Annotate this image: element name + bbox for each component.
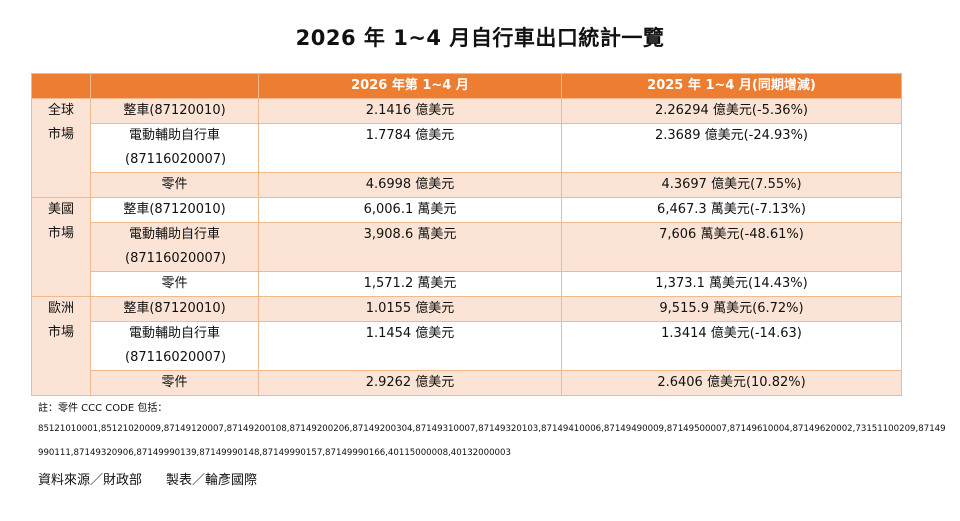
value-2026: 1.7784 億美元: [258, 123, 562, 173]
value-2025: 2.3689 億美元(-24.93%): [561, 123, 902, 173]
value-2025: 7,606 萬美元(-48.61%): [561, 222, 902, 272]
value-2026: 2.1416 億美元: [258, 98, 562, 124]
table-header-row: 2026 年第 1~4 月 2025 年 1~4 月(同期增減): [31, 73, 902, 99]
value-2026: 1.1454 億美元: [258, 321, 562, 371]
header-2026: 2026 年第 1~4 月: [258, 73, 562, 99]
table-row: 歐洲 市場 整車(87120010) 1.0155 億美元 9,515.9 萬美…: [31, 296, 902, 396]
parts-code-list-line2: 990111,87149320906,87149990139,871499901…: [38, 448, 511, 458]
item-ebike: 電動輔助自行車 (87116020007): [90, 321, 259, 371]
value-2025: 9,515.9 萬美元(6.72%): [561, 296, 902, 322]
item-complete-bike: 整車(87120010): [90, 98, 259, 124]
parts-code-list-line1: 85121010001,85121020009,87149120007,8714…: [38, 424, 946, 434]
item-complete-bike: 整車(87120010): [90, 296, 259, 322]
table-maker: 製表／輪彥國際: [166, 473, 258, 488]
item-ebike: 電動輔助自行車 (87116020007): [90, 222, 259, 272]
export-stats-table: 2026 年第 1~4 月 2025 年 1~4 月(同期增減) 全球 市場 整…: [31, 73, 902, 396]
data-source: 資料來源／財政部: [38, 473, 143, 488]
table-row: 零件 4.6998 億美元 4.3697 億美元(7.55%): [32, 172, 902, 198]
page-title: 2026 年 1~4 月自行車出口統計一覽: [295, 26, 665, 50]
value-2025: 2.6406 億美元(10.82%): [561, 370, 902, 396]
region-global: 全球 市場: [31, 98, 91, 198]
region-europe: 歐洲 市場: [31, 296, 91, 396]
table-row: 電動輔助自行車 (87116020007) 1.1454 億美元 1.3414 …: [32, 321, 902, 371]
item-complete-bike: 整車(87120010): [90, 197, 259, 223]
value-2025: 1,373.1 萬美元(14.43%): [561, 271, 902, 297]
table-row: 電動輔助自行車 (87116020007) 3,908.6 萬美元 7,606 …: [32, 222, 902, 272]
item-parts: 零件: [90, 370, 259, 396]
table-row: 美國 市場 整車(87120010) 6,006.1 萬美元 6,467.3 萬…: [31, 197, 902, 297]
value-2026: 6,006.1 萬美元: [258, 197, 562, 223]
value-2025: 4.3697 億美元(7.55%): [561, 172, 902, 198]
value-2026: 1,571.2 萬美元: [258, 271, 562, 297]
table-row: 電動輔助自行車 (87116020007) 1.7784 億美元 2.3689 …: [32, 123, 902, 173]
header-blank-2: [90, 73, 259, 99]
table-row: 全球 市場 整車(87120010) 2.1416 億美元 2.26294 億美…: [31, 98, 902, 198]
value-2026: 3,908.6 萬美元: [258, 222, 562, 272]
region-us: 美國 市場: [31, 197, 91, 297]
source-credit: 資料來源／財政部 製表／輪彥國際: [38, 469, 257, 488]
table-row: 零件 2.9262 億美元 2.6406 億美元(10.82%): [32, 370, 902, 396]
value-2026: 1.0155 億美元: [258, 296, 562, 322]
value-2025: 6,467.3 萬美元(-7.13%): [561, 197, 902, 223]
header-2025: 2025 年 1~4 月(同期增減): [561, 73, 902, 99]
parts-code-note-title: 註：零件 CCC CODE 包括：: [38, 403, 168, 414]
value-2025: 2.26294 億美元(-5.36%): [561, 98, 902, 124]
item-ebike: 電動輔助自行車 (87116020007): [90, 123, 259, 173]
header-blank-1: [31, 73, 91, 99]
value-2025: 1.3414 億美元(-14.63): [561, 321, 902, 371]
value-2026: 2.9262 億美元: [258, 370, 562, 396]
item-parts: 零件: [90, 172, 259, 198]
value-2026: 4.6998 億美元: [258, 172, 562, 198]
item-parts: 零件: [90, 271, 259, 297]
table-row: 零件 1,571.2 萬美元 1,373.1 萬美元(14.43%): [32, 271, 902, 297]
